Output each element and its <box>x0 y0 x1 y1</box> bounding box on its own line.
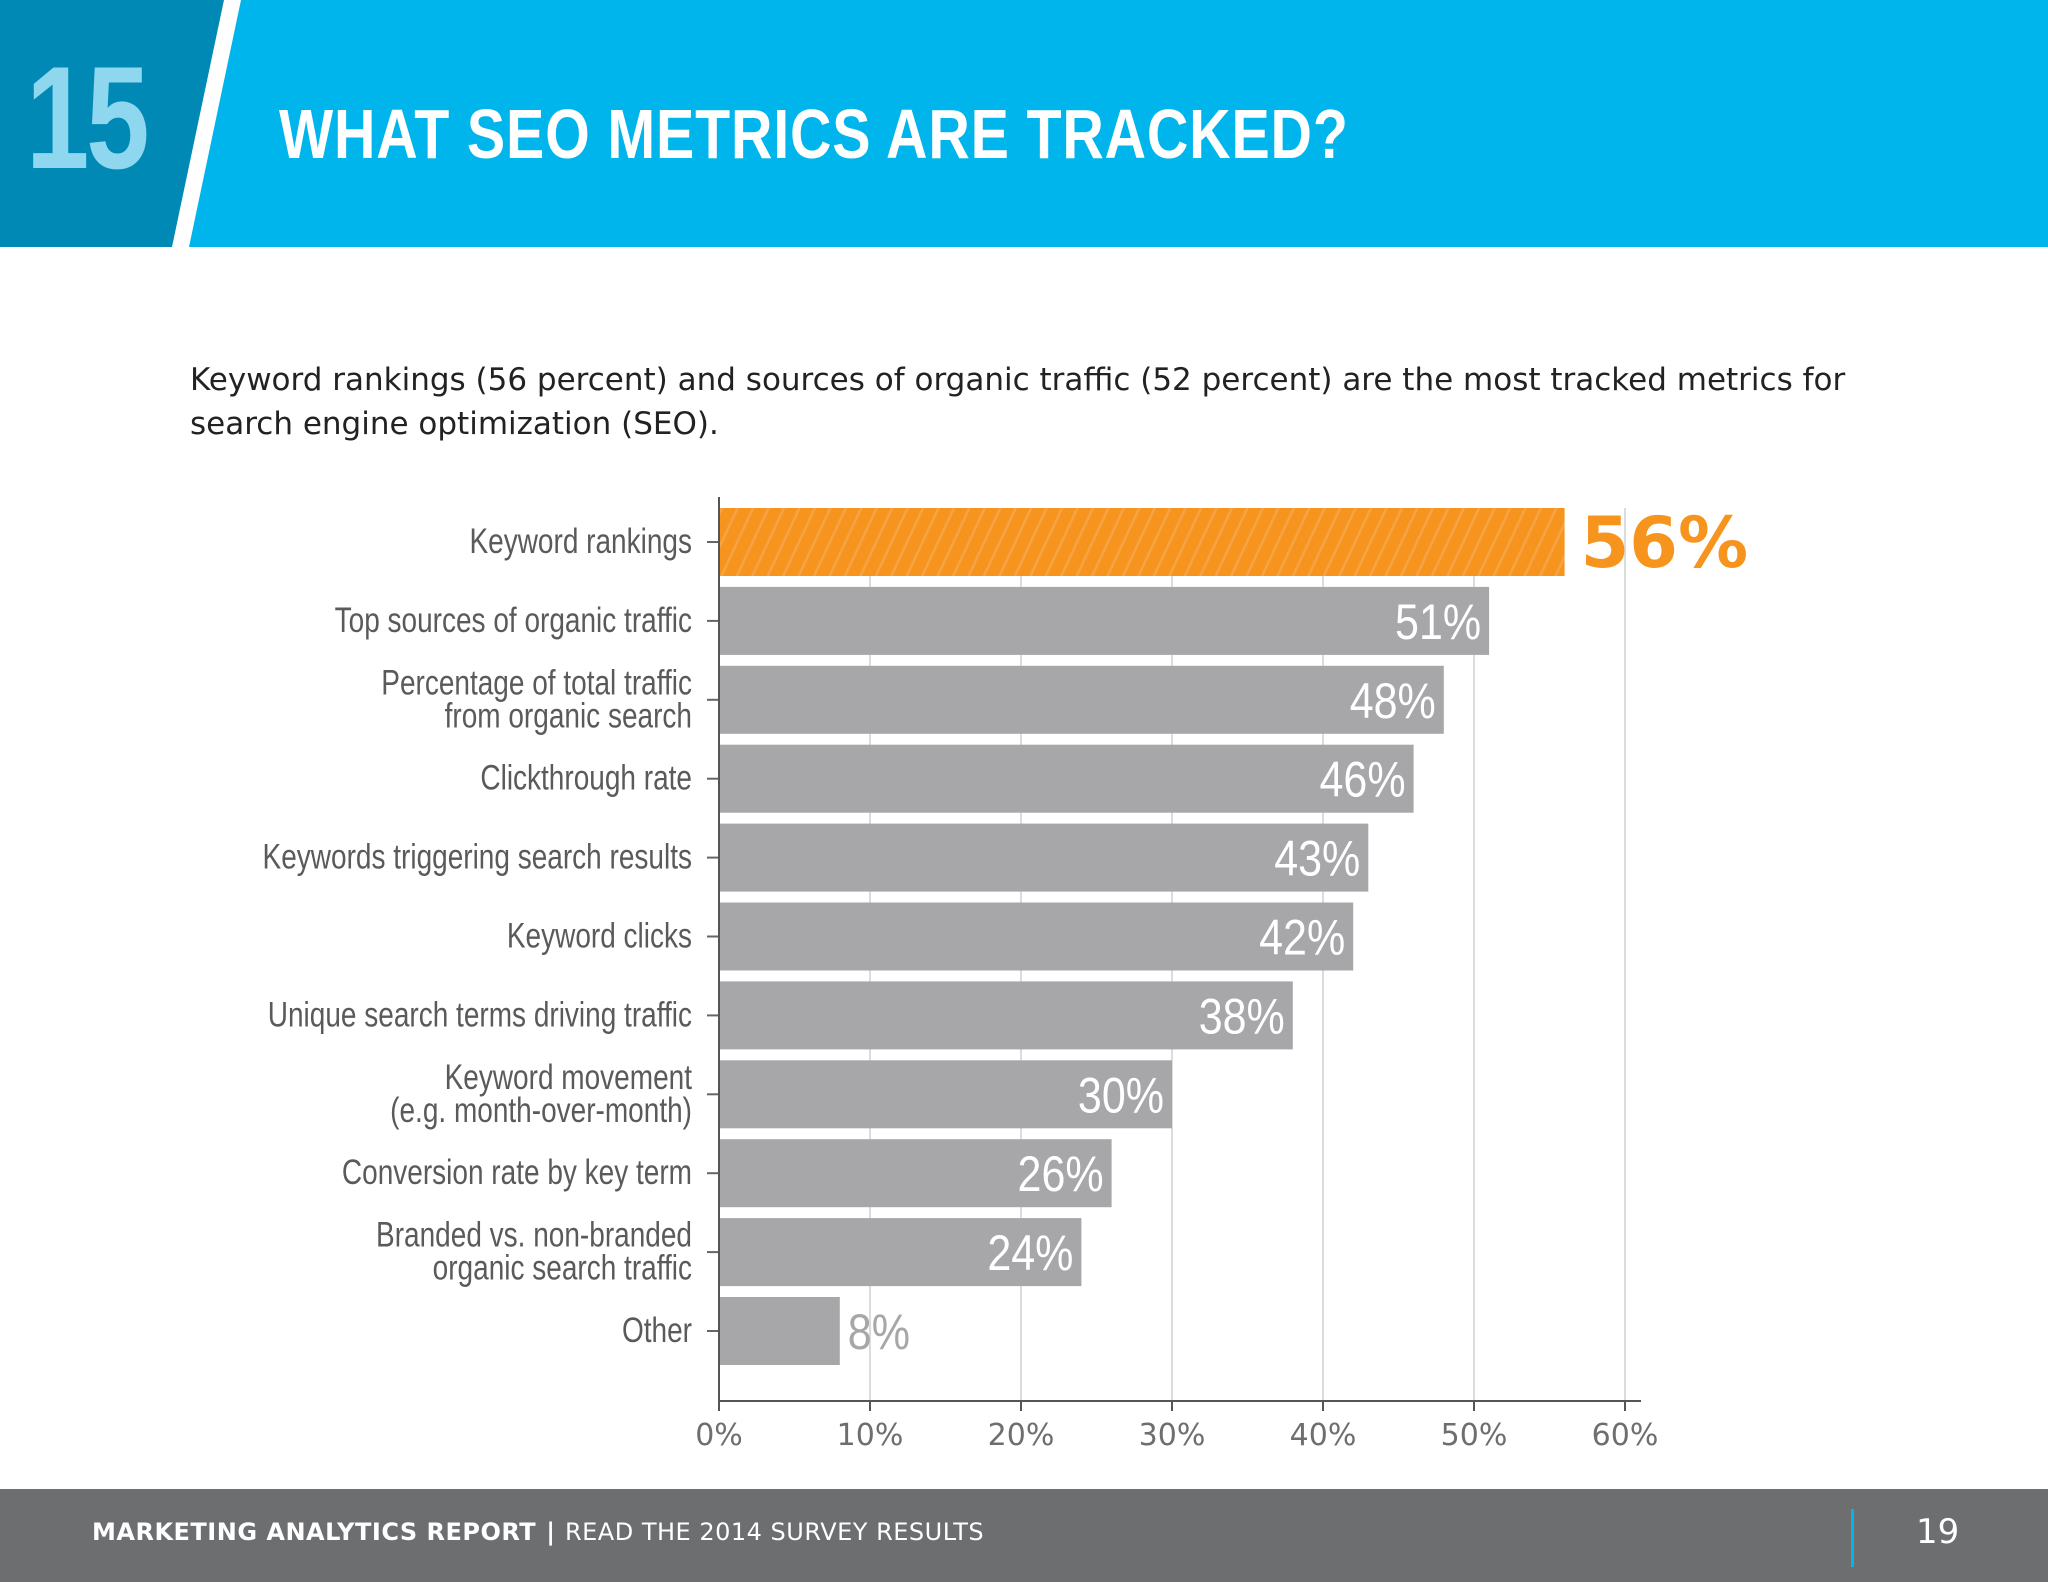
data-label: 56% <box>1581 502 1749 584</box>
category-label: Keyword clicks <box>507 915 692 955</box>
category-label: Clickthrough rate <box>480 758 692 798</box>
page-title: WHAT SEO METRICS ARE TRACKED? <box>279 95 1349 173</box>
footer-survey-link[interactable]: READ THE 2014 SURVEY RESULTS <box>564 1518 985 1546</box>
chapter-tab <box>0 0 241 247</box>
category-label: from organic search <box>445 695 692 735</box>
category-label: Conversion rate by key term <box>342 1152 692 1192</box>
bar <box>719 902 1354 971</box>
chapter-tab-slash <box>172 0 241 247</box>
bar <box>719 823 1369 892</box>
category-label: organic search traffic <box>433 1248 692 1288</box>
chapter-number: 15 <box>26 36 150 199</box>
x-tick-label: 30% <box>1139 1418 1206 1453</box>
data-label: 8% <box>848 1304 910 1360</box>
data-label: 38% <box>1199 988 1285 1044</box>
category-label: Branded vs. non-branded <box>376 1215 692 1255</box>
bar <box>719 1139 1112 1208</box>
footer-report-title: MARKETING ANALYTICS REPORT <box>92 1518 537 1546</box>
bar <box>719 586 1490 655</box>
data-label: 26% <box>1018 1146 1104 1202</box>
category-label: Other <box>622 1310 692 1350</box>
footer-separator: | <box>546 1518 555 1546</box>
category-label: Keyword movement <box>445 1057 693 1097</box>
x-tick-label: 50% <box>1441 1418 1508 1453</box>
seo-metrics-bar-chart: 56% Keyword rankings 51% Top sources of org… <box>263 497 1749 1453</box>
data-label: 51% <box>1395 594 1481 650</box>
footer-bar <box>0 1489 2048 1582</box>
bar <box>719 1297 840 1365</box>
data-label: 43% <box>1274 831 1360 887</box>
bar <box>719 1218 1082 1287</box>
category-label: (e.g. month-over-month) <box>390 1090 692 1130</box>
x-tick-label: 40% <box>1290 1418 1357 1453</box>
data-label: 46% <box>1320 752 1406 808</box>
x-tick-label: 10% <box>837 1418 904 1453</box>
footer-divider <box>1851 1509 1854 1567</box>
bar <box>719 508 1565 576</box>
x-tick-label: 0% <box>695 1418 743 1453</box>
data-label: 24% <box>987 1225 1073 1281</box>
data-label: 42% <box>1259 909 1345 965</box>
data-label: 30% <box>1078 1067 1164 1123</box>
bar <box>719 981 1293 1050</box>
x-tick-label: 60% <box>1592 1418 1659 1453</box>
chapter-tab-shape <box>0 0 224 247</box>
x-tick-label: 20% <box>988 1418 1055 1453</box>
bar <box>719 1060 1172 1129</box>
bar <box>719 744 1414 813</box>
bar <box>719 665 1444 734</box>
category-label: Unique search terms driving traffic <box>268 994 692 1034</box>
category-label: Keywords triggering search results <box>263 837 692 877</box>
category-label: Keyword rankings <box>469 521 692 561</box>
category-label: Top sources of organic traffic <box>335 600 693 640</box>
header-band <box>0 0 2048 247</box>
category-label: Percentage of total traffic <box>381 662 692 702</box>
page-number: 19 <box>1916 1512 1960 1552</box>
footer-text: MARKETING ANALYTICS REPORT | READ THE 2014… <box>92 1515 984 1549</box>
data-label: 48% <box>1350 673 1436 729</box>
intro-text: Keyword rankings (56 percent) and source… <box>190 362 1846 442</box>
